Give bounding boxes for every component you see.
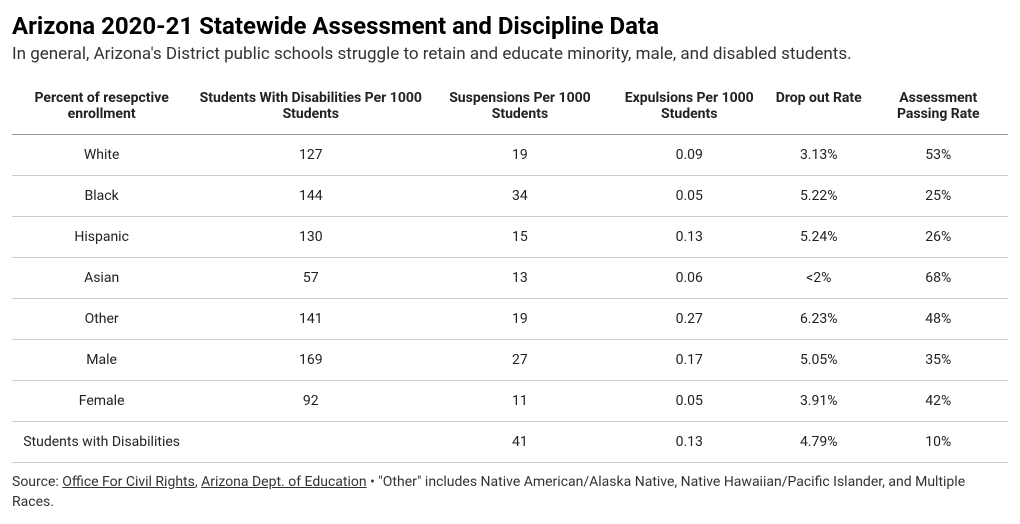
table-row: Black144340.055.22%25% xyxy=(12,176,1008,217)
table-cell: 6.23% xyxy=(769,299,869,340)
table-row: Male169270.175.05%35% xyxy=(12,340,1008,381)
table-cell: 0.09 xyxy=(610,135,769,176)
table-cell: 0.17 xyxy=(610,340,769,381)
table-cell: <2% xyxy=(769,258,869,299)
table-header-cell: Suspensions Per 1000 Students xyxy=(430,82,609,135)
table-body: White127190.093.13%53%Black144340.055.22… xyxy=(12,135,1008,463)
data-table: Percent of resepctive enrollment Student… xyxy=(12,82,1008,463)
table-cell: 35% xyxy=(869,340,1008,381)
table-cell: Male xyxy=(12,340,191,381)
table-header-cell: Drop out Rate xyxy=(769,82,869,135)
table-cell: Other xyxy=(12,299,191,340)
table-cell: 19 xyxy=(430,135,609,176)
source-label: Source: xyxy=(12,474,62,490)
table-row: Hispanic130150.135.24%26% xyxy=(12,217,1008,258)
table-cell: 26% xyxy=(869,217,1008,258)
table-cell: Asian xyxy=(12,258,191,299)
table-cell: 5.05% xyxy=(769,340,869,381)
table-cell: 130 xyxy=(191,217,430,258)
table-cell: 10% xyxy=(869,422,1008,463)
table-cell: 92 xyxy=(191,381,430,422)
table-header-row: Percent of resepctive enrollment Student… xyxy=(12,82,1008,135)
table-row: Other141190.276.23%48% xyxy=(12,299,1008,340)
table-cell: Hispanic xyxy=(12,217,191,258)
table-header-cell: Percent of resepctive enrollment xyxy=(12,82,191,135)
table-cell: 5.22% xyxy=(769,176,869,217)
table-cell: 0.13 xyxy=(610,422,769,463)
table-cell: 27 xyxy=(430,340,609,381)
table-header-cell: Students With Disabilities Per 1000 Stud… xyxy=(191,82,430,135)
table-row: Students with Disabilities 410.134.79%10% xyxy=(12,422,1008,463)
footer-note: Source: Office For Civil Rights, Arizona… xyxy=(12,473,1008,512)
table-cell: 34 xyxy=(430,176,609,217)
page-subtitle: In general, Arizona's District public sc… xyxy=(12,44,1008,64)
table-cell: 48% xyxy=(869,299,1008,340)
table-cell: 25% xyxy=(869,176,1008,217)
table-cell: 4.79% xyxy=(769,422,869,463)
table-cell: 3.13% xyxy=(769,135,869,176)
table-cell: 127 xyxy=(191,135,430,176)
table-cell: Black xyxy=(12,176,191,217)
table-cell: 42% xyxy=(869,381,1008,422)
table-cell: 144 xyxy=(191,176,430,217)
table-header-cell: Assessment Passing Rate xyxy=(869,82,1008,135)
table-cell: 41 xyxy=(430,422,609,463)
table-cell: 57 xyxy=(191,258,430,299)
table-cell: 0.05 xyxy=(610,176,769,217)
table-cell: 15 xyxy=(430,217,609,258)
table-cell: 169 xyxy=(191,340,430,381)
table-cell: Students with Disabilities xyxy=(12,422,191,463)
table-cell: Female xyxy=(12,381,191,422)
table-row: Asian57130.06<2%68% xyxy=(12,258,1008,299)
table-cell: 0.06 xyxy=(610,258,769,299)
table-cell: 68% xyxy=(869,258,1008,299)
table-row: Female92110.053.91%42% xyxy=(12,381,1008,422)
table-cell: 11 xyxy=(430,381,609,422)
table-cell: 0.27 xyxy=(610,299,769,340)
table-header-cell: Expulsions Per 1000 Students xyxy=(610,82,769,135)
table-cell: 3.91% xyxy=(769,381,869,422)
table-cell: 0.13 xyxy=(610,217,769,258)
table-cell: 141 xyxy=(191,299,430,340)
table-cell: White xyxy=(12,135,191,176)
table-cell: 0.05 xyxy=(610,381,769,422)
table-cell: 19 xyxy=(430,299,609,340)
source-link-az-doe[interactable]: Arizona Dept. of Education xyxy=(201,474,367,490)
page-title: Arizona 2020-21 Statewide Assessment and… xyxy=(12,12,1008,40)
table-row: White127190.093.13%53% xyxy=(12,135,1008,176)
table-cell: 53% xyxy=(869,135,1008,176)
table-cell: 13 xyxy=(430,258,609,299)
source-link-civil-rights[interactable]: Office For Civil Rights xyxy=(62,474,195,490)
table-cell xyxy=(191,422,430,463)
table-cell: 5.24% xyxy=(769,217,869,258)
